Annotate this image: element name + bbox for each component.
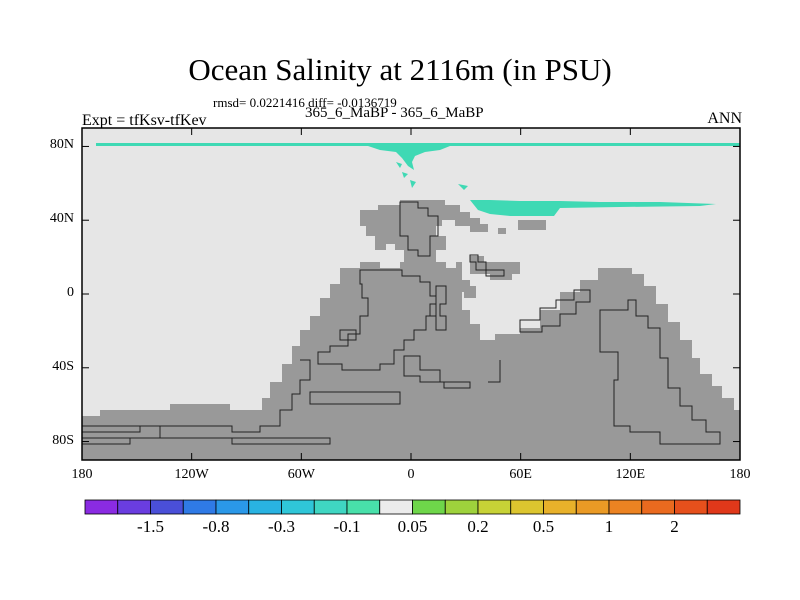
land-islet-1 — [470, 256, 484, 274]
colorbar-swatch — [150, 499, 184, 515]
land-africa-europe — [360, 200, 488, 268]
anomaly-speck-3 — [410, 180, 416, 188]
x-tick-label: 180 — [729, 467, 751, 482]
anomaly-greenland-plume — [368, 146, 450, 170]
colorbar-swatch — [313, 499, 348, 515]
colorbar-label: -0.1 — [333, 517, 361, 536]
y-tick-label: 0 — [67, 285, 74, 300]
colorbar-swatch — [477, 499, 512, 515]
anomaly-speck-1 — [396, 162, 402, 168]
colorbar-swatch — [248, 499, 282, 515]
colorbar — [84, 499, 741, 515]
colorbar-swatch — [543, 499, 577, 515]
colorbar-label: -0.3 — [268, 517, 295, 536]
x-tick-label: 60E — [509, 467, 532, 482]
colorbar-label: 0.05 — [397, 517, 428, 536]
plot-title: Ocean Salinity at 2116m (in PSU) — [188, 52, 612, 87]
colorbar-swatch — [182, 499, 217, 515]
anomaly-fills — [96, 143, 740, 216]
y-tick-label: 40N — [49, 211, 74, 227]
colorbar-label: 0.2 — [467, 517, 489, 536]
anomaly-speck-2 — [402, 172, 408, 178]
colorbar-swatch — [215, 499, 250, 515]
land-islet-6 — [498, 228, 506, 234]
x-tick-label: 60W — [287, 467, 315, 482]
anomaly-arctic-band — [96, 143, 740, 146]
season-label: ANN — [707, 110, 742, 127]
y-tick-label: 40S — [52, 358, 74, 374]
land-islet-4 — [464, 286, 476, 298]
anomaly-north-pacific — [470, 200, 716, 216]
anomaly-speck-4 — [458, 184, 468, 190]
colorbar-swatch — [84, 499, 119, 515]
colorbar-swatch — [281, 499, 315, 515]
colorbar-swatch — [117, 499, 151, 515]
x-tick-label: 120W — [174, 467, 209, 482]
y-tick-label: 80N — [49, 137, 74, 153]
land-islet-5 — [518, 220, 546, 230]
colorbar-label: 2 — [670, 517, 679, 536]
colorbar-swatch — [575, 499, 610, 515]
colorbar-label: 0.5 — [532, 517, 555, 536]
tick-marks — [81, 128, 741, 460]
stats-line: rmsd= 0.0221416 diff= -0.0136719 — [213, 95, 397, 110]
colorbar-swatch — [608, 499, 643, 515]
experiment-label: Expt = tfKsv-tfKev — [82, 112, 207, 129]
colorbar-swatch — [412, 499, 446, 515]
colorbar-swatch — [510, 499, 544, 515]
x-tick-label: 180 — [71, 467, 93, 482]
y-tick-label: 80S — [52, 432, 74, 448]
colorbar-label: -0.8 — [202, 517, 230, 536]
x-tick-label: 0 — [407, 467, 415, 482]
contour-lines — [82, 201, 741, 446]
land-islet-3 — [490, 274, 512, 280]
x-tick-label: 120E — [615, 467, 646, 482]
colorbar-swatch — [641, 499, 675, 515]
colorbar-swatch — [346, 499, 381, 515]
colorbar-swatch — [444, 499, 479, 515]
colorbar-swatch — [379, 499, 413, 515]
cases-label: 365_6_MaBP - 365_6_MaBP — [305, 105, 484, 121]
land-islet-2 — [484, 262, 520, 274]
colorbar-label: -1.5 — [137, 517, 164, 536]
colorbar-swatch — [706, 499, 741, 515]
colorbar-label: 1 — [604, 517, 614, 536]
colorbar-swatch — [674, 499, 708, 515]
